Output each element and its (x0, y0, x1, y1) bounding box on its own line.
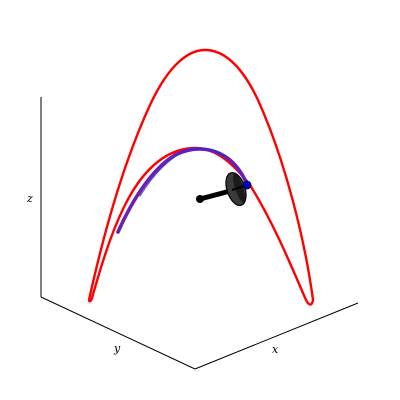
pendulum-pivot (196, 195, 204, 203)
y-axis-line (40, 296, 196, 370)
y-axis-label: y (113, 342, 121, 355)
x-axis-line (194, 302, 359, 370)
outer-curve (87, 48, 315, 306)
trace-head-marker (242, 180, 252, 190)
pendulum-body (196, 171, 249, 207)
z-axis-label: z (26, 192, 33, 205)
traced-path-highlight (139, 148, 229, 197)
x-axis-label: x (272, 343, 279, 356)
